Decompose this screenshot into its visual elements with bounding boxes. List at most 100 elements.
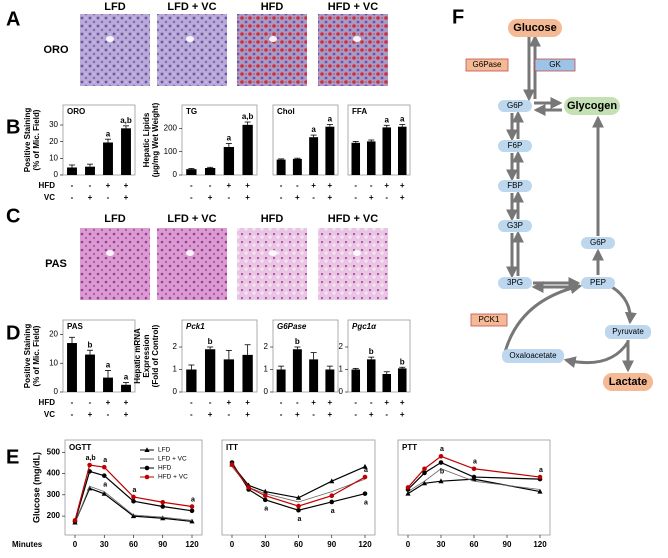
condition-mark: + (88, 410, 93, 419)
condition-mark: + (384, 398, 389, 407)
bar (325, 126, 335, 175)
condition-mark: + (245, 398, 250, 407)
condition-mark: - (89, 398, 92, 407)
condition-mark: + (245, 410, 250, 419)
marker (537, 474, 543, 480)
condition-mark: - (190, 181, 193, 190)
chart-title: Pgc1α (352, 322, 377, 331)
condition-mark: - (354, 410, 357, 419)
condition-mark: + (400, 410, 405, 419)
x-tick-label: 60 (470, 540, 479, 549)
bar (276, 369, 286, 392)
condition-mark: - (296, 181, 299, 190)
column-label: HFD + VC (328, 213, 378, 225)
x-tick-label: 30 (261, 540, 270, 549)
condition-mark: + (245, 193, 250, 202)
marker (130, 513, 137, 519)
column-label: LFD + VC (167, 213, 216, 225)
condition-mark: + (311, 398, 316, 407)
bar (204, 349, 216, 392)
legend-label: HFD (158, 465, 172, 472)
series-line (231, 462, 366, 511)
pathway-node (498, 220, 532, 232)
vessel (353, 250, 361, 256)
marker (295, 495, 302, 500)
y-tick-label: 0 (173, 387, 178, 396)
pathway-node (564, 97, 620, 115)
bar (366, 359, 376, 392)
condition-mark: - (107, 410, 110, 419)
bar (186, 169, 197, 175)
significance-label: a (385, 115, 390, 124)
micrograph (157, 228, 227, 300)
y-tick-label: 20 (49, 137, 58, 146)
node-label: G6Pase (473, 60, 502, 69)
legend-label: HFD + VC (158, 474, 188, 481)
marker (329, 499, 335, 505)
bar (325, 369, 335, 392)
chart-title: Chol (277, 107, 295, 116)
significance-label: a,b (86, 455, 96, 462)
vessel (186, 36, 194, 42)
condition-mark: - (209, 181, 212, 190)
significance-label: b (400, 357, 405, 366)
condition-mark: + (369, 410, 374, 419)
y-tick-label: 2 (173, 342, 178, 351)
marker (144, 447, 150, 452)
marker (362, 491, 368, 496)
vessel (353, 36, 361, 42)
x-tick-label: 0 (230, 540, 235, 549)
micrograph (237, 228, 307, 300)
condition-mark: - (280, 398, 283, 407)
plot-frame (181, 104, 258, 176)
micrograph (237, 14, 307, 86)
condition-mark: - (385, 410, 388, 419)
condition-mark: + (124, 398, 129, 407)
condition-mark: + (245, 181, 250, 190)
y-tick-label: 0 (264, 387, 269, 396)
x-tick-label: 120 (185, 540, 199, 549)
y-tick-label: 10 (49, 358, 58, 367)
series-line (74, 485, 193, 524)
chart-title: OGTT (69, 443, 91, 452)
x-tick-label: 90 (158, 540, 167, 549)
significance-label: a (106, 361, 111, 370)
condition-mark: - (209, 398, 212, 407)
marker (438, 478, 444, 484)
pathway-node (470, 313, 508, 327)
condition-mark: + (227, 398, 232, 407)
plot-frame (272, 319, 339, 393)
plot-frame (62, 104, 136, 176)
condition-mark: - (190, 398, 193, 407)
y-tick-label: 2 (339, 342, 344, 351)
arrow (563, 341, 630, 368)
marker (189, 508, 195, 514)
condition-mark: + (328, 193, 333, 202)
marker (189, 504, 195, 509)
series-line (231, 464, 366, 499)
bar (309, 137, 319, 175)
arrow (611, 285, 637, 325)
x-tick-label: 60 (129, 540, 138, 549)
marker (229, 462, 235, 467)
marker (101, 473, 107, 478)
plot-frame (62, 319, 136, 393)
y-tick-label: 200 (47, 511, 61, 520)
node-label: Glycogen (567, 100, 617, 112)
marker (101, 490, 107, 496)
panel-letter: C (6, 205, 20, 227)
significance-label: a (191, 496, 195, 503)
significance-label: a (103, 482, 107, 489)
condition-mark: + (400, 398, 405, 407)
marker (262, 497, 268, 503)
bar (186, 369, 197, 392)
condition-label: VC (44, 410, 55, 419)
condition-mark: + (106, 181, 111, 190)
vessel (106, 36, 114, 42)
marker (438, 454, 444, 459)
marker (262, 493, 268, 499)
plot-frame (347, 319, 411, 393)
condition-mark: - (71, 398, 74, 407)
marker (329, 493, 335, 499)
vessel (269, 250, 277, 256)
